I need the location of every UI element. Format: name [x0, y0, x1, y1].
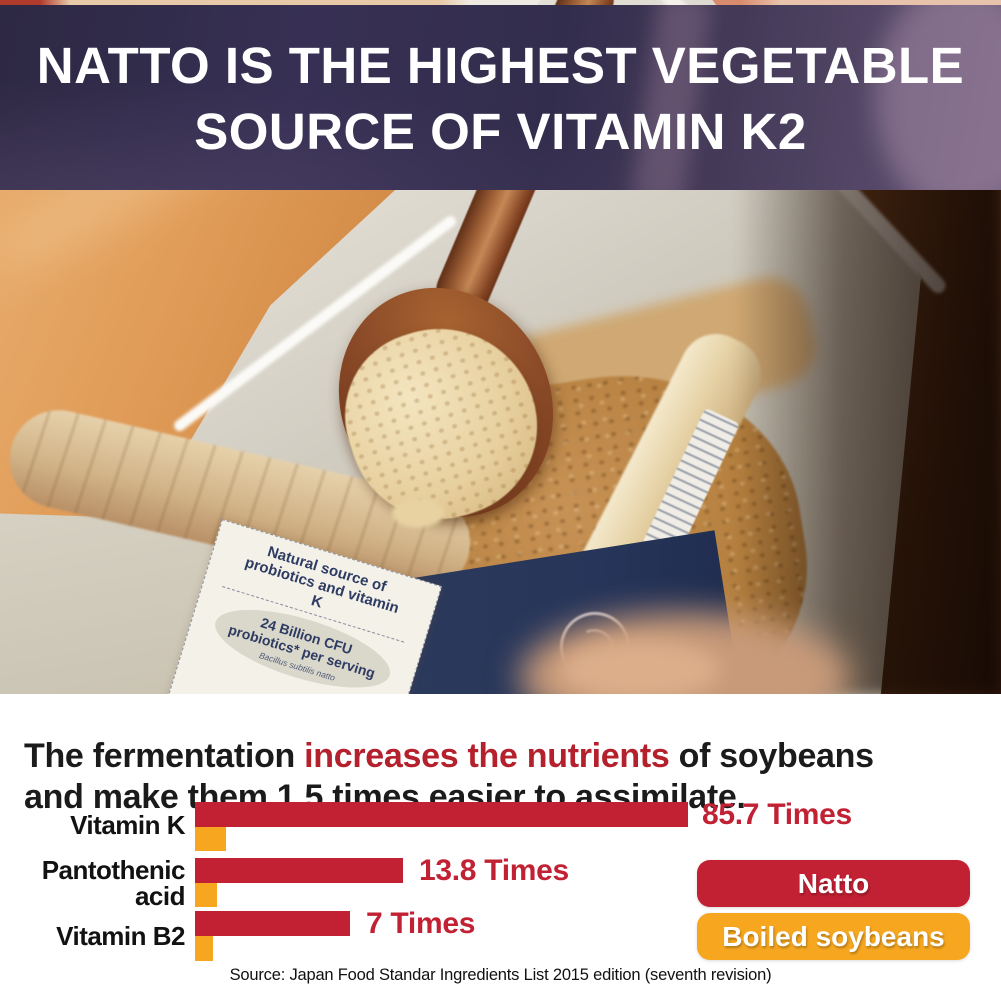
hand-finger-highlight [560, 640, 720, 694]
shadow-right [735, 165, 1001, 694]
legend-boiled-soybeans: Boiled soybeans [697, 913, 970, 960]
bar-natto-vitamin-k [195, 802, 688, 827]
source-note: Source: Japan Food Standar Ingredients L… [229, 966, 772, 984]
category-label-vitamin-b2: Vitamin B2 [56, 921, 185, 951]
powder-spill [392, 498, 444, 528]
title-line-2: SOURCE OF VITAMIN K2 [194, 102, 807, 160]
value-label-vitamin-k: 85.7 Times [702, 797, 852, 831]
value-label-pantothenic-acid: 13.8 Times [419, 853, 569, 887]
intro-highlight: increases the nutrients [304, 737, 670, 775]
header-vignette [0, 5, 1001, 190]
bar-boiled-pantothenic-acid [195, 883, 217, 907]
legend-natto: Natto [697, 860, 970, 907]
category-label-vitamin-k: Vitamin K [70, 810, 185, 840]
bar-boiled-vitamin-b2 [195, 936, 213, 961]
title-line-1: NATTO IS THE HIGHEST VEGETABLE [36, 36, 965, 94]
bar-natto-vitamin-b2 [195, 911, 350, 936]
category-label-pantothenic-acid: Pantothenic acid [41, 854, 186, 911]
intro-line1-end: of soybeans [669, 737, 874, 775]
value-label-vitamin-b2: 7 Times [366, 906, 476, 940]
bar-natto-pantothenic-acid [195, 858, 403, 883]
chart-section: The fermentation increases the nutrients… [0, 694, 1001, 993]
bar-boiled-vitamin-k [195, 827, 226, 851]
header-banner: NATTO IS THE HIGHEST VEGETABLE SOURCE OF… [0, 5, 1001, 190]
intro-before: The fermentation [24, 737, 305, 775]
page-title: NATTO IS THE HIGHEST VEGETABLE SOURCE OF… [0, 5, 1001, 190]
photo-top-edge [0, 0, 1001, 6]
